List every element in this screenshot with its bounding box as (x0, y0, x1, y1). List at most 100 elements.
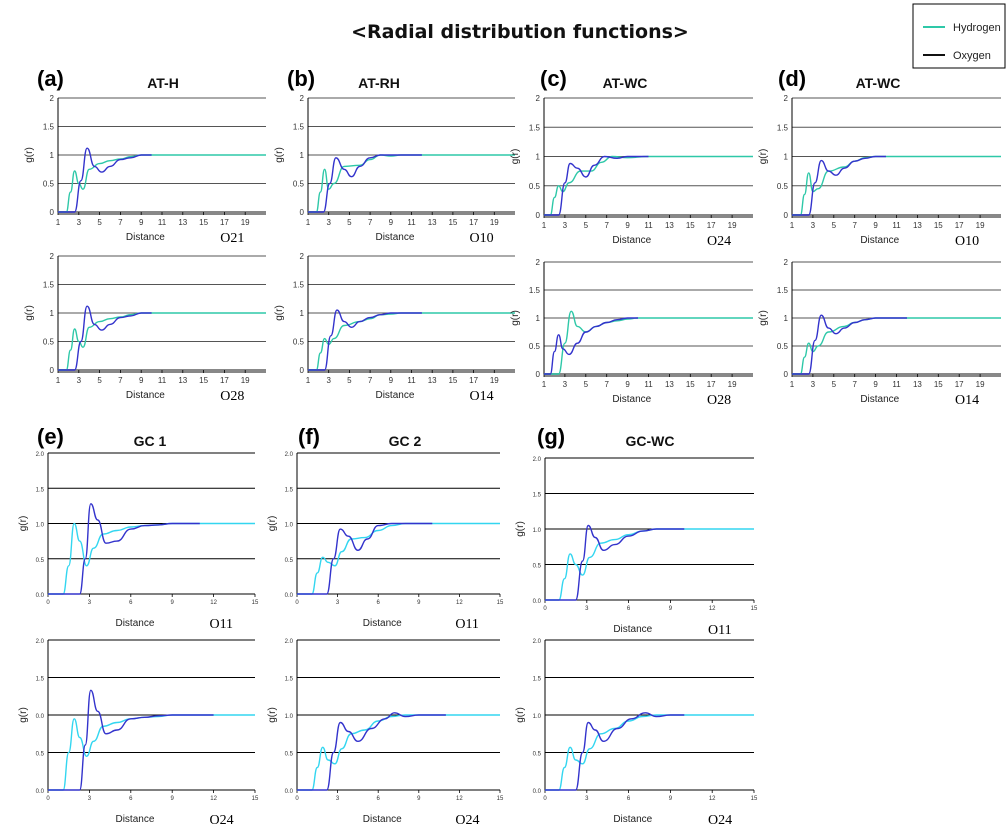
y-axis-label: g(r) (510, 149, 521, 165)
y-axis-label: g(r) (24, 305, 35, 321)
x-tick-label: 5 (347, 376, 352, 385)
x-tick-label: 19 (976, 221, 985, 230)
y-tick-label: 0.5 (777, 342, 789, 351)
x-tick-label: 1 (790, 221, 795, 230)
y-tick-label: 0.5 (36, 558, 45, 564)
x-tick-label: 9 (669, 796, 673, 802)
y-tick-label: 1 (300, 151, 305, 160)
x-axis-label: Distance (375, 232, 414, 243)
x-tick-label: 15 (497, 600, 504, 606)
x-tick-label: 1 (56, 376, 61, 385)
x-tick-label: 1 (790, 380, 795, 389)
x-tick-label: 12 (456, 796, 463, 802)
chart-d-O14: 00.511.521 3 5 7 9 11 13 15 17 19g(r)Distance O14 (758, 258, 1001, 408)
y-tick-label: 1.0 (533, 528, 542, 534)
x-tick-label: 11 (644, 221, 653, 230)
x-tick-label: 12 (210, 600, 217, 606)
y-tick-label: 2 (50, 252, 55, 261)
x-tick-label: 17 (469, 218, 478, 227)
x-tick-label: 13 (913, 380, 922, 389)
y-tick-label: 2.0 (285, 639, 294, 645)
y-axis-label: g(r) (267, 516, 278, 532)
x-axis-label: Distance (126, 390, 165, 401)
chart-f-O11: 0.0 0.5 1.0 1.5 2.0 0 3 6 9 12 15 g(r) Distance O11 (267, 452, 504, 632)
chart-a-O21: 00.511.521 3 5 7 9 11 13 15 17 19g(r)Distance O21 (24, 94, 266, 246)
y-tick-label: 0.5 (529, 342, 541, 351)
y-tick-label: 1.5 (293, 123, 305, 132)
x-tick-label: 11 (892, 221, 901, 230)
chart-d-O10: 00.511.521 3 5 7 9 11 13 15 17 19g(r)Distance O10 (758, 94, 1001, 249)
legend-box (912, 3, 1006, 69)
x-tick-label: 9 (669, 606, 673, 612)
y-tick-label: 0 (300, 366, 305, 375)
x-axis-label: Distance (375, 390, 414, 401)
atom-label: O11 (209, 617, 233, 632)
x-tick-label: 19 (728, 221, 737, 230)
y-tick-label: 1.5 (533, 493, 542, 499)
panel-title-a: AT-H (147, 75, 179, 91)
series-line-oxygen (792, 155, 886, 216)
x-tick-label: 3 (336, 600, 340, 606)
y-axis-label: g(r) (515, 707, 526, 723)
x-tick-label: 15 (751, 606, 758, 612)
y-tick-label: 0.5 (777, 182, 789, 191)
y-tick-label: 1.0 (36, 523, 45, 529)
y-tick-label: 0.5 (43, 338, 55, 347)
x-tick-label: 17 (707, 380, 716, 389)
y-tick-label: 2.0 (36, 452, 45, 458)
x-tick-label: 1 (542, 221, 547, 230)
chart-a-O28: 00.511.521 3 5 7 9 11 13 15 17 19g(r)Distance O28 (24, 252, 266, 404)
y-tick-label: 1.5 (293, 281, 305, 290)
x-tick-label: 3 (88, 600, 92, 606)
series-line-oxygen (57, 305, 152, 371)
x-tick-label: 9 (417, 600, 421, 606)
x-tick-label: 9 (417, 796, 421, 802)
x-tick-label: 6 (129, 600, 133, 606)
x-tick-label: 6 (377, 600, 381, 606)
legend-label-oxygen: Oxygen (953, 50, 991, 62)
x-tick-label: 13 (428, 376, 437, 385)
x-tick-label: 19 (490, 376, 499, 385)
y-tick-label: 0.5 (285, 752, 294, 758)
atom-label: O14 (955, 393, 979, 408)
y-tick-label: 0.5 (36, 752, 45, 758)
x-axis-label: Distance (115, 618, 154, 629)
legend-label-hydrogen: Hydrogen (953, 22, 1001, 34)
x-tick-label: 9 (625, 380, 630, 389)
x-tick-label: 3 (585, 606, 589, 612)
y-tick-label: 1.5 (529, 286, 541, 295)
y-tick-label: 1.5 (777, 286, 789, 295)
x-tick-label: 5 (584, 380, 589, 389)
atom-label: O10 (955, 234, 979, 249)
x-tick-label: 3 (326, 376, 331, 385)
series-line-oxygen (544, 524, 685, 601)
y-tick-label: 2.0 (533, 457, 542, 463)
series-line-hydrogen (543, 310, 753, 375)
y-axis-label: g(r) (274, 147, 285, 163)
x-tick-label: 5 (832, 380, 837, 389)
y-tick-label: 0.0 (285, 593, 294, 599)
legend: Hydrogen Oxygen (912, 3, 1006, 69)
x-tick-label: 17 (469, 376, 478, 385)
y-tick-label: 0.0 (533, 599, 542, 605)
panel-title-g: GC-WC (626, 433, 675, 449)
x-tick-label: 3 (585, 796, 589, 802)
x-tick-label: 7 (118, 218, 123, 227)
x-tick-label: 17 (955, 380, 964, 389)
y-tick-label: 0.5 (533, 564, 542, 570)
x-tick-label: 13 (428, 218, 437, 227)
x-tick-label: 19 (976, 380, 985, 389)
y-axis-label: g(r) (758, 310, 769, 326)
x-tick-label: 5 (584, 221, 589, 230)
x-tick-label: 3 (563, 380, 568, 389)
x-tick-label: 15 (448, 218, 457, 227)
x-tick-label: 9 (873, 380, 878, 389)
y-tick-label: 1.0 (285, 523, 294, 529)
panel-title-e: GC 1 (134, 433, 167, 449)
y-tick-label: 1.5 (43, 281, 55, 290)
y-tick-label: 1 (536, 153, 541, 162)
chart-b-O10: 00.511.521 3 5 7 9 11 13 15 17 19g(r)Distance O10 (274, 94, 515, 246)
x-tick-label: 15 (934, 380, 943, 389)
chart-f-O24: 0.0 0.5 1.0 1.5 2.0 0 3 6 9 12 15 g(r) Distance O24 (267, 639, 504, 824)
y-tick-label: 2 (784, 258, 789, 267)
